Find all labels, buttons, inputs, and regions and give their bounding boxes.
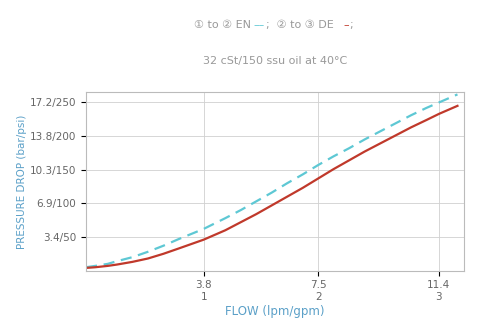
- Text: ––: ––: [254, 20, 265, 30]
- Text: 32 cSt/150 ssu oil at 40°C: 32 cSt/150 ssu oil at 40°C: [203, 56, 347, 66]
- Text: ;  ② to ③ DE: ; ② to ③ DE: [266, 20, 337, 30]
- Text: ① to ② EN: ① to ② EN: [194, 20, 255, 30]
- Y-axis label: PRESSURE DROP (bar/psi): PRESSURE DROP (bar/psi): [17, 114, 27, 249]
- Text: ;: ;: [349, 20, 353, 30]
- Text: –: –: [344, 20, 349, 30]
- X-axis label: FLOW (lpm/gpm): FLOW (lpm/gpm): [225, 305, 325, 318]
